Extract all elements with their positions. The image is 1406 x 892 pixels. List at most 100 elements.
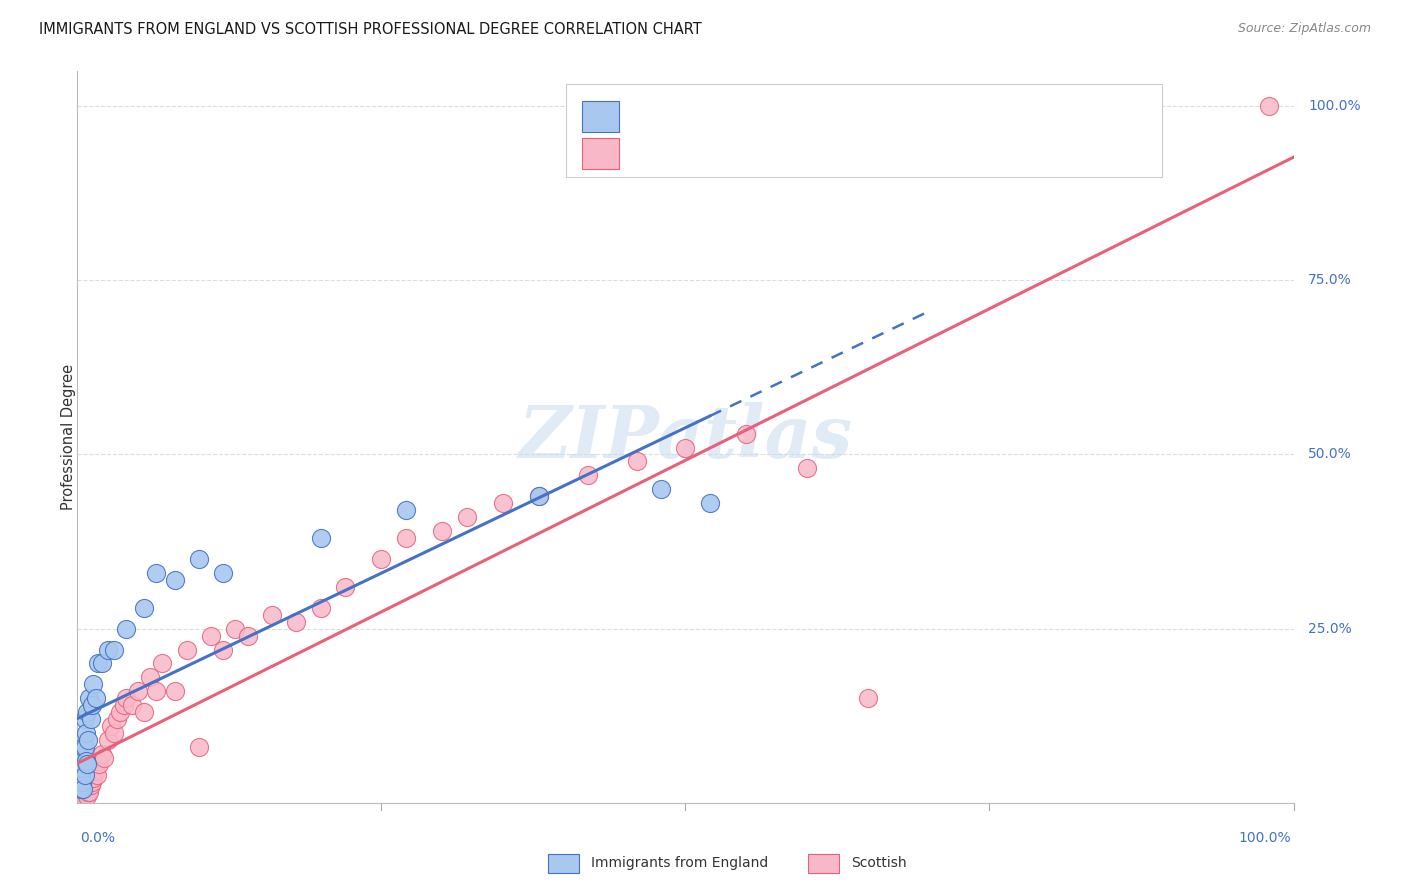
Point xyxy=(77,785,100,799)
Point xyxy=(84,691,107,706)
Point xyxy=(69,781,91,796)
Point xyxy=(735,426,758,441)
FancyBboxPatch shape xyxy=(582,138,619,169)
Point xyxy=(127,684,149,698)
Point xyxy=(80,712,103,726)
Point xyxy=(73,768,96,782)
Point xyxy=(90,747,112,761)
Point xyxy=(80,698,103,713)
Point xyxy=(87,754,110,768)
Point xyxy=(395,531,418,545)
Point xyxy=(224,622,246,636)
Text: Immigrants from England: Immigrants from England xyxy=(591,856,768,871)
Point xyxy=(112,698,135,713)
Point xyxy=(75,775,97,789)
Point xyxy=(309,531,332,545)
Point xyxy=(1258,99,1281,113)
Point xyxy=(67,789,90,803)
FancyBboxPatch shape xyxy=(582,102,619,132)
Point xyxy=(75,754,97,768)
Text: R = 0.742   N = 37: R = 0.742 N = 37 xyxy=(631,109,787,124)
Point xyxy=(260,607,283,622)
Point xyxy=(70,761,93,775)
Point xyxy=(115,622,138,636)
Point xyxy=(152,657,174,671)
Point xyxy=(856,691,879,706)
Point xyxy=(188,552,211,566)
Point xyxy=(121,698,143,713)
Point xyxy=(97,733,120,747)
Point xyxy=(79,785,101,799)
Point xyxy=(76,781,98,796)
Point xyxy=(80,775,103,789)
Y-axis label: Professional Degree: Professional Degree xyxy=(62,364,76,510)
Text: 75.0%: 75.0% xyxy=(1308,273,1351,287)
Point xyxy=(134,600,156,615)
Point xyxy=(87,657,110,671)
Point xyxy=(492,496,515,510)
Point xyxy=(70,778,93,792)
Point xyxy=(456,510,478,524)
Text: 100.0%: 100.0% xyxy=(1239,831,1291,846)
Point xyxy=(70,781,93,796)
Point xyxy=(675,441,697,455)
Point xyxy=(72,781,94,796)
Text: Scottish: Scottish xyxy=(851,856,907,871)
Text: IMMIGRANTS FROM ENGLAND VS SCOTTISH PROFESSIONAL DEGREE CORRELATION CHART: IMMIGRANTS FROM ENGLAND VS SCOTTISH PROF… xyxy=(39,22,702,37)
Point xyxy=(176,642,198,657)
Point xyxy=(72,772,94,786)
Point xyxy=(212,642,235,657)
Point xyxy=(69,775,91,789)
Point xyxy=(76,789,98,803)
Point xyxy=(134,705,156,719)
Text: R = 0.762   N = 71: R = 0.762 N = 71 xyxy=(631,145,787,161)
Point xyxy=(76,772,98,786)
Point xyxy=(529,489,551,503)
Point xyxy=(236,629,259,643)
Point xyxy=(529,489,551,503)
Point xyxy=(212,566,235,580)
Point xyxy=(79,775,101,789)
Point xyxy=(796,461,818,475)
Text: 0.0%: 0.0% xyxy=(80,831,115,846)
Point xyxy=(626,454,648,468)
Point xyxy=(80,768,103,782)
Point xyxy=(73,740,96,755)
Point xyxy=(90,657,112,671)
Point xyxy=(70,775,93,789)
Point xyxy=(75,726,97,740)
Point xyxy=(699,496,721,510)
Point xyxy=(70,768,93,782)
Point xyxy=(86,768,108,782)
Point xyxy=(139,670,162,684)
Point xyxy=(200,629,222,643)
Point xyxy=(77,733,100,747)
Point xyxy=(80,778,103,792)
Point xyxy=(73,778,96,792)
Text: ZIPatlas: ZIPatlas xyxy=(519,401,852,473)
Point xyxy=(69,789,91,803)
Text: 100.0%: 100.0% xyxy=(1308,99,1361,113)
Point xyxy=(82,677,104,691)
Point xyxy=(97,642,120,657)
Point xyxy=(115,691,138,706)
Point xyxy=(82,772,104,786)
Text: Source: ZipAtlas.com: Source: ZipAtlas.com xyxy=(1237,22,1371,36)
Point xyxy=(70,789,93,803)
Point xyxy=(89,757,111,772)
Point xyxy=(72,781,94,796)
Point xyxy=(93,750,115,764)
Point xyxy=(73,712,96,726)
Point xyxy=(370,552,392,566)
Point xyxy=(650,483,672,497)
Point xyxy=(430,524,453,538)
Point xyxy=(163,573,186,587)
Point xyxy=(72,740,94,755)
Point xyxy=(75,785,97,799)
Point xyxy=(70,750,93,764)
Point xyxy=(77,775,100,789)
Point xyxy=(83,761,105,775)
Point xyxy=(76,757,98,772)
Point xyxy=(108,705,131,719)
Point xyxy=(309,600,332,615)
